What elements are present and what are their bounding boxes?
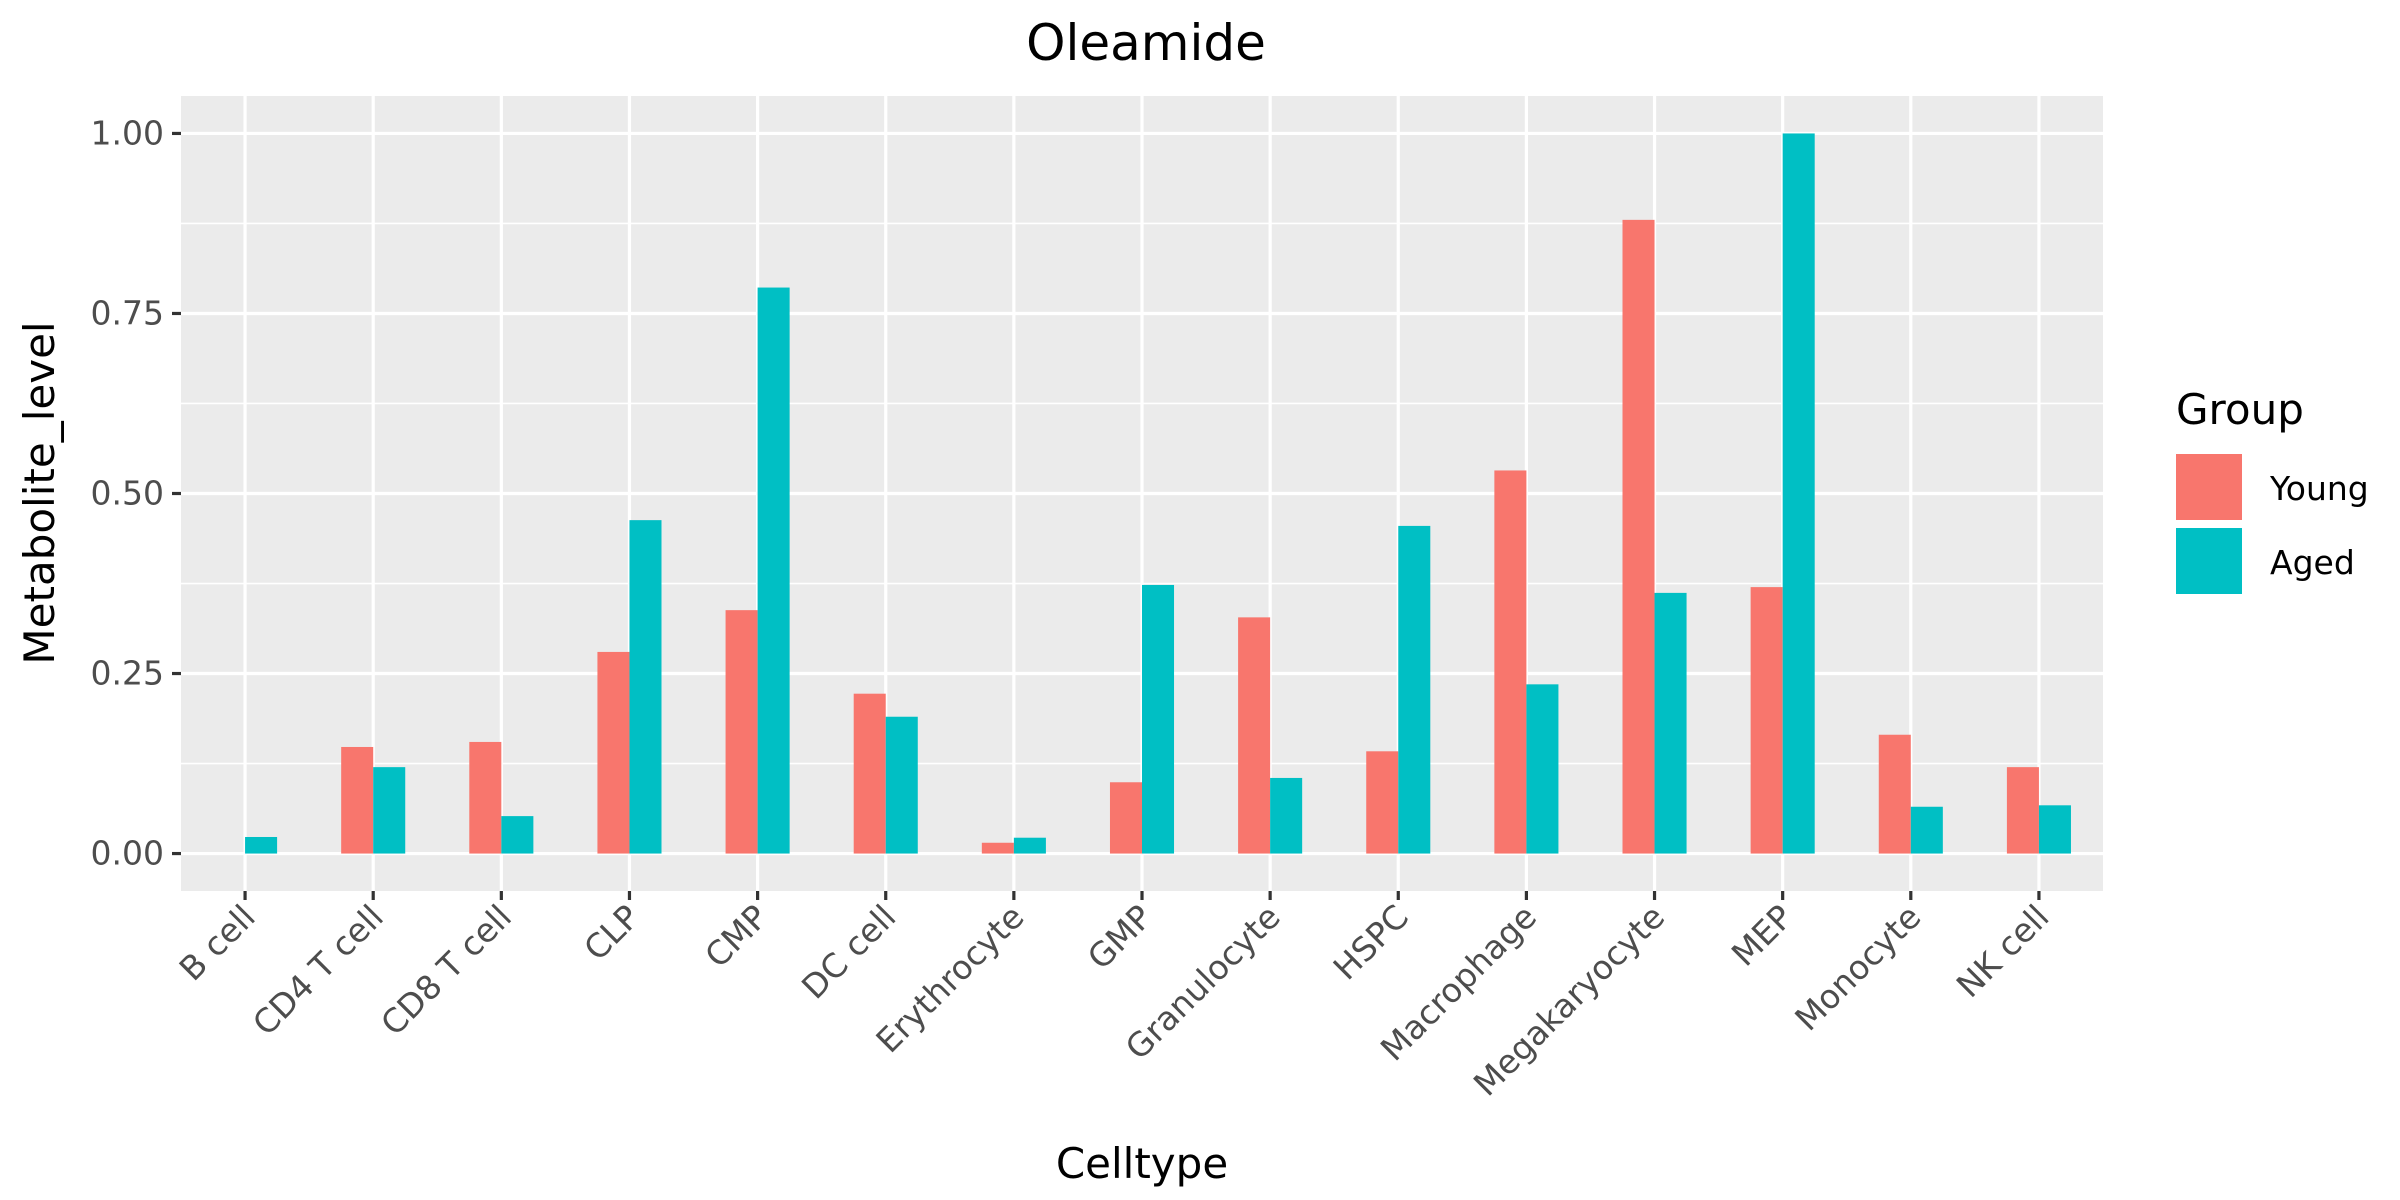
bar-young-macrophage <box>1494 470 1527 854</box>
bar-aged-cd4-t-cell <box>373 767 406 854</box>
chart-title: Oleamide <box>1026 14 1266 72</box>
bar-aged-granulocyte <box>1270 777 1303 854</box>
bar-young-granulocyte <box>1238 617 1271 854</box>
x-axis-title: Celltype <box>1056 1139 1228 1188</box>
bar-young-mep <box>1750 587 1783 854</box>
x-tick-label: HSPC <box>1326 897 1416 987</box>
y-tick-label: 0.00 <box>91 834 164 873</box>
bar-young-cmp <box>725 610 758 854</box>
y-axis-title: Metabolite_level <box>15 321 64 664</box>
x-tick-label: GMP <box>1080 897 1160 977</box>
x-tick-label: Monocyte <box>1787 897 1928 1038</box>
legend-title: Group <box>2176 385 2304 434</box>
y-tick-label: 0.50 <box>91 474 164 513</box>
legend-label-aged: Aged <box>2270 543 2355 582</box>
bar-young-nk-cell <box>2006 767 2039 854</box>
bar-young-cd8-t-cell <box>469 741 502 854</box>
bar-young-gmp <box>1109 782 1142 854</box>
bar-aged-nk-cell <box>2038 805 2071 854</box>
bars <box>245 133 2071 854</box>
x-tick-label: DC cell <box>794 897 903 1006</box>
x-tick-label: CD8 T cell <box>373 897 519 1043</box>
legend-label-young: Young <box>2269 469 2369 508</box>
bar-aged-gmp <box>1142 584 1175 854</box>
bar-young-clp <box>597 651 630 854</box>
x-tick-label: B cell <box>172 897 263 988</box>
x-tick-label: CD4 T cell <box>245 897 391 1043</box>
y-tick-label: 0.75 <box>91 293 164 332</box>
y-tick-label: 1.00 <box>91 113 164 152</box>
bar-young-cd4-t-cell <box>341 746 374 854</box>
legend: Group Young Aged <box>2176 385 2369 594</box>
bar-young-monocyte <box>1878 734 1911 854</box>
bar-aged-cmp <box>757 287 790 854</box>
bar-aged-hspc <box>1398 525 1431 854</box>
bar-aged-cd8-t-cell <box>501 816 534 854</box>
y-tick-label: 0.25 <box>91 654 164 693</box>
bar-young-erythrocyte <box>981 842 1014 854</box>
x-tick-label: CMP <box>697 897 775 975</box>
bar-aged-b-cell <box>245 836 278 854</box>
bar-aged-erythrocyte <box>1013 837 1046 854</box>
x-tick-label: NK cell <box>1949 897 2057 1005</box>
legend-swatch-young <box>2176 454 2242 520</box>
bar-aged-mep <box>1782 133 1815 854</box>
bar-aged-dc-cell <box>885 716 918 854</box>
bar-aged-monocyte <box>1910 806 1943 854</box>
x-tick-label: CLP <box>576 897 647 968</box>
bar-aged-macrophage <box>1526 684 1559 854</box>
bar-aged-megakaryocyte <box>1654 592 1687 854</box>
bar-young-hspc <box>1366 751 1399 854</box>
bar-young-megakaryocyte <box>1622 219 1655 854</box>
bar-young-dc-cell <box>853 693 886 854</box>
legend-items: Young Aged <box>2176 454 2369 594</box>
bar-aged-clp <box>629 520 662 854</box>
legend-swatch-aged <box>2176 528 2242 594</box>
x-tick-label: MEP <box>1724 897 1801 974</box>
